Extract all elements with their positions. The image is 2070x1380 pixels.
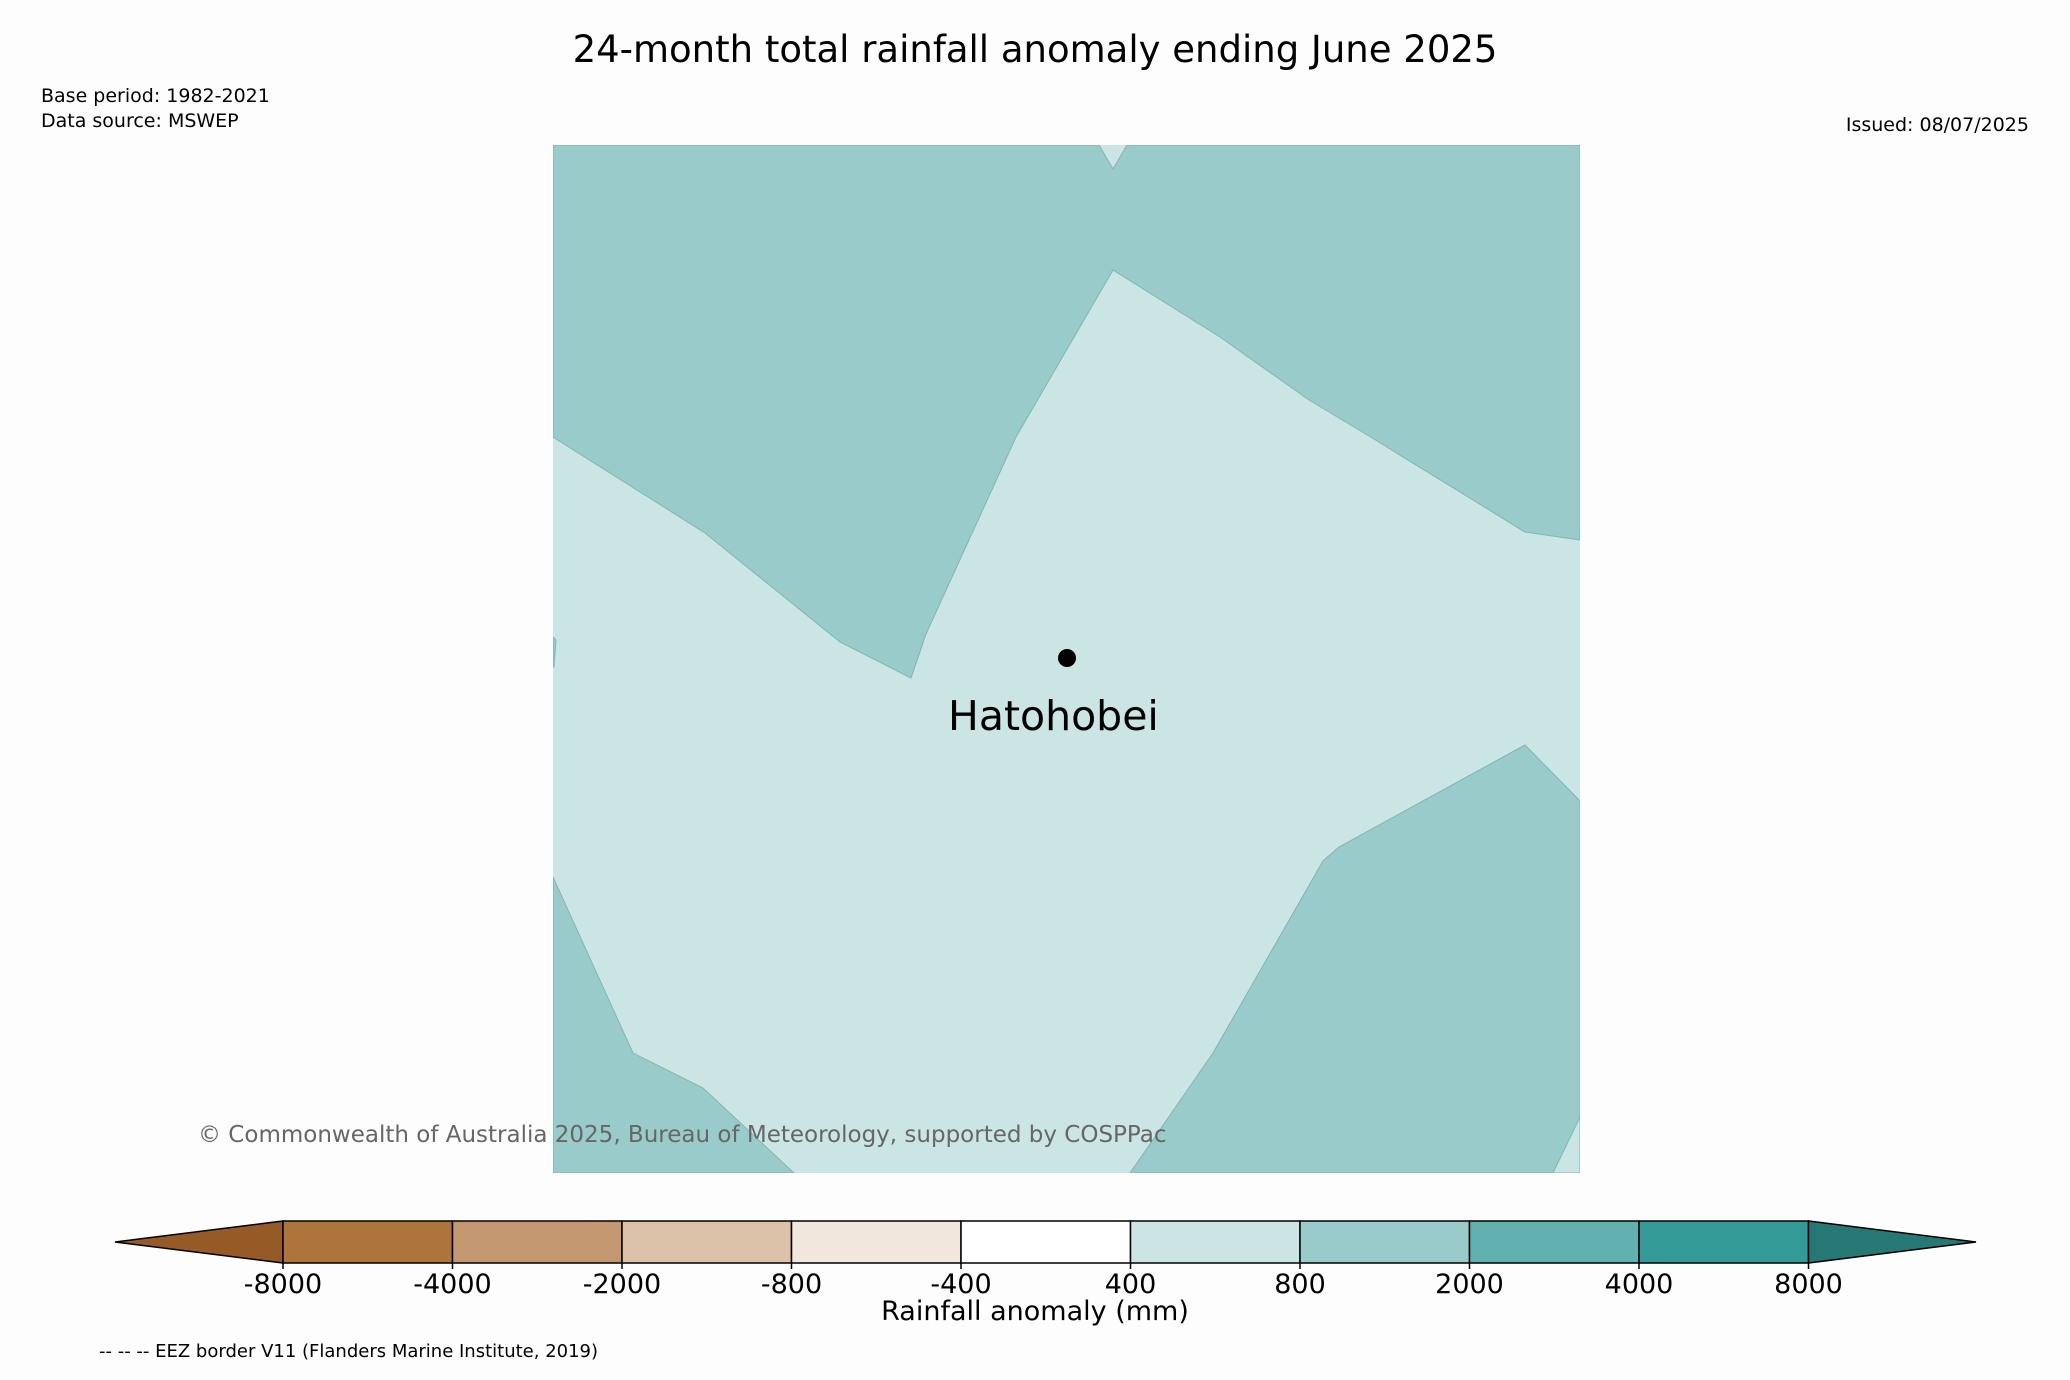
colorbar-tick-label: -2000: [583, 1269, 661, 1295]
station-marker-icon: [1058, 649, 1076, 667]
anomaly-region-800-2000-northwest: [553, 145, 1580, 679]
colorbar-title: Rainfall anomaly (mm): [881, 1296, 1189, 1327]
colorbar-segment: [1638, 1220, 1810, 1264]
anomaly-region-400-800-southeast-corner: [1552, 1116, 1580, 1173]
map-canvas: [553, 145, 1580, 1173]
colorbar-tick-label: 400: [1105, 1269, 1157, 1295]
data-source-text: Data source: MSWEP: [41, 110, 239, 132]
issued-date: Issued: 08/07/2025: [1845, 114, 2029, 136]
eez-border-footnote: -- -- -- EEZ border V11 (Flanders Marine…: [99, 1341, 599, 1362]
map-metadata: Base period: 1982-2021 Data source: MSWE…: [41, 84, 270, 134]
colorbar-segment: [1468, 1220, 1640, 1264]
station-label: Hatohobei: [948, 692, 1159, 740]
rainfall-anomaly-map: [553, 145, 1580, 1173]
colorbar-tick-label: -800: [761, 1269, 822, 1295]
anomaly-region-800-2000-southeast: [1129, 744, 1580, 1173]
anomaly-region-800-2000-edge: [553, 636, 557, 668]
anomaly-region-800-2000-southwest: [553, 876, 795, 1173]
colorbar-segment: [1299, 1220, 1471, 1264]
colorbar-legend: -8000 -4000 -2000 -800 -400 400 800 2000 4000 800…: [114, 1220, 1977, 1295]
colorbar-segment: [960, 1220, 1132, 1264]
colorbar-tick-label: -400: [930, 1269, 991, 1295]
colorbar-segment: [790, 1220, 962, 1264]
colorbar-segment: [1129, 1220, 1301, 1264]
colorbar-tick-label: 4000: [1605, 1269, 1674, 1295]
colorbar-segment: [621, 1220, 793, 1264]
colorbar-extend-low: [114, 1220, 284, 1264]
colorbar-tick-label: -8000: [244, 1269, 322, 1295]
copyright-notice: © Commonwealth of Australia 2025, Bureau…: [198, 1122, 1167, 1148]
base-period-text: Base period: 1982-2021: [41, 85, 270, 107]
colorbar-segment: [451, 1220, 623, 1264]
colorbar-extend-high: [1807, 1220, 1977, 1264]
colorbar-tick-label: 800: [1274, 1269, 1326, 1295]
colorbar-segment: [282, 1220, 454, 1264]
colorbar-tick-label: 8000: [1774, 1269, 1843, 1295]
colorbar-tick-label: -4000: [413, 1269, 491, 1295]
colorbar-tick-label: 2000: [1435, 1269, 1504, 1295]
map-title: 24-month total rainfall anomaly ending J…: [572, 28, 1498, 71]
